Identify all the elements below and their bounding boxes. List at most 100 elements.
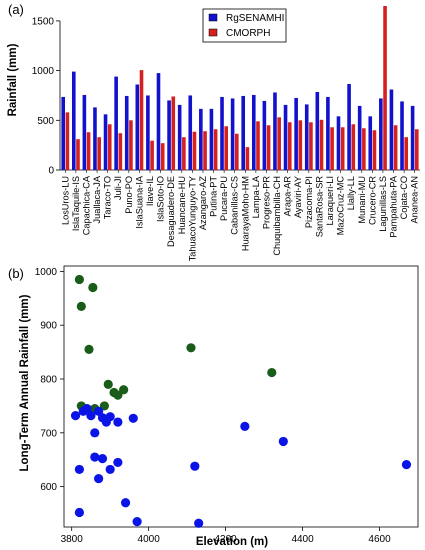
bar-x-tick-label: Laraqueri-LI (325, 176, 335, 226)
bar-rgsenamhi-22 (294, 97, 298, 170)
scatter-point-1-9 (113, 417, 123, 427)
bar-cmorph-11 (182, 137, 186, 170)
scatter-point-0-0 (74, 274, 84, 285)
bar-cmorph-3 (97, 137, 101, 170)
bar-cmorph-28 (362, 128, 366, 170)
bar-x-tick-label: Capachica-CA (81, 175, 91, 235)
scatter-point-1-14 (97, 454, 108, 464)
scatter-point-0-11 (186, 343, 196, 353)
bar-rgsenamhi-12 (188, 95, 193, 170)
bar-rgsenamhi-13 (199, 108, 203, 170)
scatter-y-tick-label: 600 (40, 482, 57, 493)
bar-x-tick-label: Huancane-HU (177, 176, 187, 234)
bar-cmorph-30 (383, 6, 387, 170)
bar-cmorph-2 (86, 132, 91, 170)
scatter-point-1-15 (105, 464, 115, 475)
bar-rgsenamhi-9 (156, 73, 161, 170)
scatter-point-1-21 (278, 436, 288, 447)
legend-label-rgsenamhi: RgSENAMHI (226, 13, 284, 24)
bar-cmorph-5 (118, 133, 123, 170)
bar-legend: RgSENAMHI CMORPH (202, 8, 287, 43)
bar-rgsenamhi-31 (389, 89, 394, 170)
bar-y-tick-label: 500 (37, 116, 54, 127)
bar-y-tick-label: 1500 (32, 16, 55, 27)
scatter-point-1-0 (70, 411, 81, 421)
scatter-x-tick-label: 4400 (291, 534, 314, 545)
bar-cmorph-19 (266, 125, 271, 170)
bar-cmorph-26 (340, 127, 345, 170)
bar-x-tick-label: Lampa-LA (251, 175, 261, 218)
bar-cmorph-9 (160, 143, 165, 170)
bar-rgsenamhi-20 (273, 92, 277, 170)
scatter-y-tick-label: 800 (40, 375, 57, 386)
bar-cmorph-14 (213, 129, 218, 170)
scatter-x-axis-title: Elevation (m) (196, 536, 268, 548)
bar-marks (61, 6, 419, 170)
scatter-point-1-2 (86, 411, 96, 421)
scatter-point-0-4 (103, 379, 113, 389)
bar-x-tick-label: Puno-PO (124, 176, 134, 214)
bar-rgsenamhi-0 (61, 96, 65, 170)
bar-cmorph-23 (309, 122, 313, 170)
bar-cmorph-22 (298, 120, 303, 170)
bar-cmorph-21 (287, 122, 292, 170)
scatter-point-0-3 (84, 344, 94, 355)
scatter-plot-frame (63, 265, 419, 528)
scatter-point-0-6 (119, 385, 129, 395)
bar-cmorph-33 (415, 129, 419, 170)
bar-cmorph-16 (235, 133, 239, 170)
legend-label-cmorph: CMORPH (226, 28, 270, 39)
scatter-point-0-9 (99, 401, 110, 411)
bar-cmorph-12 (192, 131, 197, 170)
bar-x-tick-label: Juallaca-JA (92, 175, 102, 223)
scatter-point-1-12 (90, 452, 100, 462)
bar-x-tick-label: SantaRosa-SR (314, 176, 324, 238)
bar-x-tick-label: TahuacoYunguyo-TY (187, 176, 197, 261)
bar-rgsenamhi-14 (209, 108, 214, 170)
scatter-point-1-16 (113, 457, 123, 468)
bar-cmorph-32 (404, 137, 409, 170)
scatter-point-0-12 (267, 367, 277, 378)
bar-rgsenamhi-2 (82, 94, 87, 170)
bar-x-tick-label: Cabanillas-CS (230, 176, 240, 235)
bar-rgsenamhi-11 (177, 104, 182, 170)
bar-cmorph-8 (150, 140, 154, 170)
bar-rgsenamhi-10 (167, 100, 171, 170)
scatter-y-tick-label: 900 (40, 321, 57, 332)
bar-x-tick-label: Putina-PT (209, 176, 219, 217)
bar-x-tick-label: Munani-MU (357, 176, 367, 223)
bar-x-tick-label: Desaguadero-DE (166, 176, 176, 247)
panel-b-label: (b) (8, 266, 24, 281)
bar-cmorph-25 (330, 127, 334, 170)
bar-y-tick-label: 0 (48, 166, 54, 177)
bar-x-tick-label: Progreso-PR (261, 176, 271, 229)
scatter-point-1-22 (190, 461, 200, 471)
bar-x-tick-label: IslaSuana-IA (134, 175, 144, 228)
panel-a: (a) Rainfall (mm) 0 500 1000 1500 LosUros-L… (7, 2, 420, 261)
scatter-point-0-2 (76, 301, 86, 311)
scatter-y-tick-label: 1000 (35, 267, 58, 278)
bar-rgsenamhi-16 (230, 98, 235, 170)
bar-x-tick-label: Taraco-TO (103, 176, 113, 219)
scatter-marks (70, 274, 412, 528)
scatter-point-0-1 (88, 282, 98, 293)
bar-x-tick-label: Lagunillas-LS (378, 176, 388, 232)
bar-x-tick-label: Ananea-AN (410, 176, 420, 224)
bar-cmorph-6 (129, 120, 133, 170)
bar-cmorph-4 (107, 124, 112, 170)
bar-cmorph-1 (76, 139, 80, 170)
legend-swatch-cmorph (208, 28, 218, 37)
bar-x-tick-label: LosUros-LU (60, 176, 70, 225)
bar-rgsenamhi-30 (379, 98, 383, 170)
bar-cmorph-24 (319, 119, 324, 170)
bar-x-tick-label: Cojata-CO (399, 176, 409, 219)
bar-cmorph-0 (65, 112, 70, 170)
bar-x-tick-label: HuarayaMoho-HM (240, 176, 250, 251)
bar-x-tick-label: MazoCruz-MC (336, 176, 346, 236)
bar-cmorph-13 (203, 131, 207, 170)
bar-rgsenamhi-3 (93, 107, 97, 170)
scatter-y-tick-label: 700 (40, 428, 57, 439)
scatter-point-1-18 (74, 507, 84, 518)
bar-rgsenamhi-27 (347, 84, 351, 170)
bar-rgsenamhi-6 (124, 95, 129, 170)
